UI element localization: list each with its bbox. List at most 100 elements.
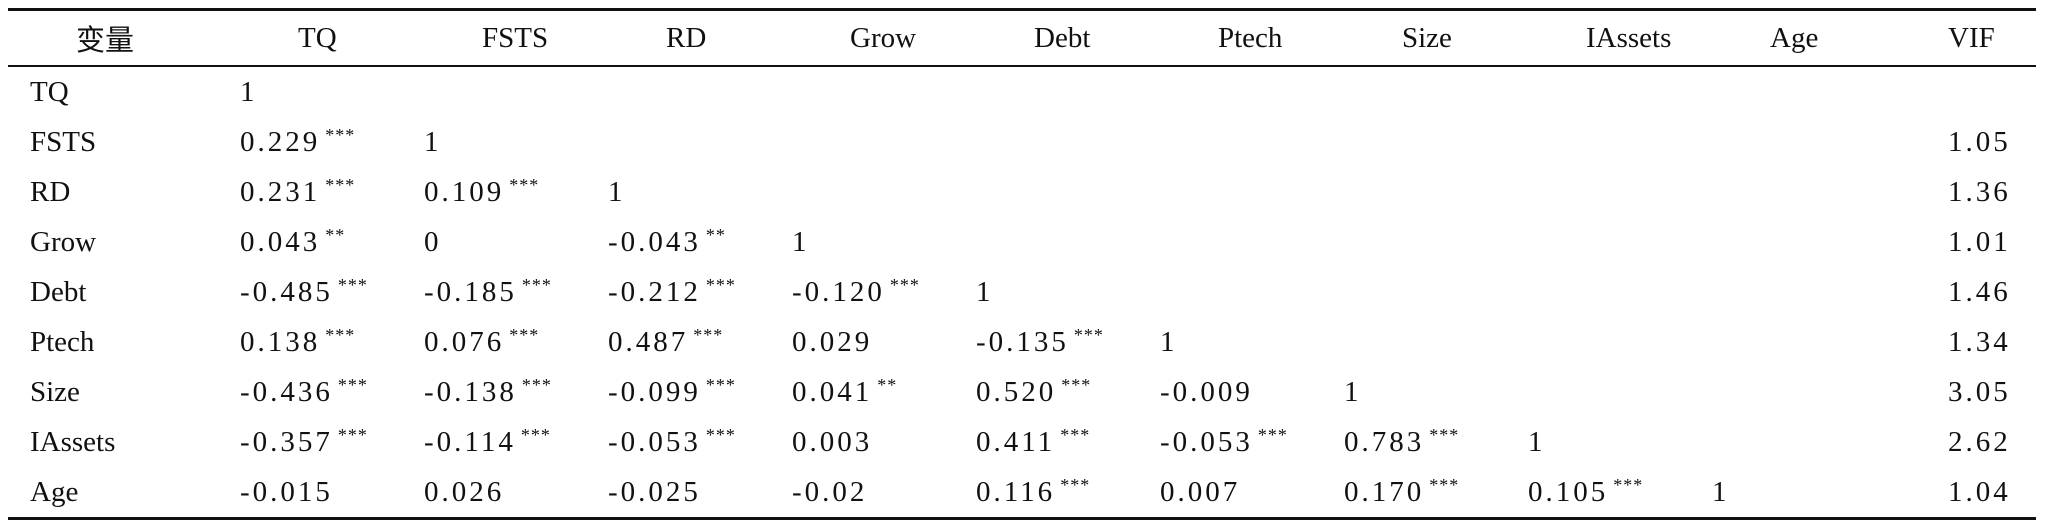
table-cell <box>1496 267 1680 317</box>
significance-marker: *** <box>325 125 356 145</box>
vif-cell: 1.05 <box>1948 125 2011 158</box>
correlation-table: 变量 TQ FSTS RD Grow Debt Ptech Size IAssets Age VI… <box>8 8 2036 520</box>
table-cell: 0.138 *** <box>208 317 392 367</box>
table-cell: 0.105 *** <box>1496 467 1680 519</box>
header-rd: RD <box>666 21 707 54</box>
table-cell <box>1312 66 1496 117</box>
cell-value: 0.138 <box>240 326 321 358</box>
table-cell <box>1128 217 1312 267</box>
vif-cell <box>1864 66 2036 117</box>
table-cell <box>1680 417 1864 467</box>
header-grow: Grow <box>850 21 917 54</box>
table-cell <box>1496 66 1680 117</box>
significance-marker: ** <box>705 225 726 245</box>
cell-value: 0 <box>424 226 442 258</box>
table-cell: 1 <box>392 117 576 167</box>
cell-value: -0.357 <box>240 426 333 458</box>
table-cell <box>1680 217 1864 267</box>
cell-value: 0.076 <box>424 326 505 358</box>
significance-marker: *** <box>889 275 920 295</box>
table-cell <box>1128 117 1312 167</box>
table-cell: -0.357 *** <box>208 417 392 467</box>
significance-marker: *** <box>1073 325 1104 345</box>
table-cell <box>1312 267 1496 317</box>
vif-cell: 2.62 <box>1948 425 2011 458</box>
cell-value: -0.138 <box>424 376 517 408</box>
table-cell <box>1128 267 1312 317</box>
cell-value: -0.120 <box>792 276 885 308</box>
cell-value: 0.229 <box>240 126 321 158</box>
cell-value: 0.029 <box>792 326 873 358</box>
table-cell <box>1680 367 1864 417</box>
table-cell <box>1680 267 1864 317</box>
cell-value: -0.053 <box>608 426 701 458</box>
table-cell: -0.138 *** <box>392 367 576 417</box>
table-cell <box>1496 117 1680 167</box>
header-age: Age <box>1770 21 1819 54</box>
cell-value: -0.053 <box>1160 426 1253 458</box>
significance-marker: *** <box>337 375 368 395</box>
cell-value: -0.185 <box>424 276 517 308</box>
table-cell <box>944 167 1128 217</box>
significance-marker: *** <box>1429 475 1460 495</box>
row-label: Debt <box>30 275 87 308</box>
cell-value: 1 <box>1344 376 1362 408</box>
significance-marker: ** <box>325 225 346 245</box>
cell-value: 1 <box>1712 476 1730 508</box>
table-cell <box>1128 66 1312 117</box>
row-label: IAssets <box>30 425 116 458</box>
table-cell: -0.053 *** <box>576 417 760 467</box>
table-header: 变量 TQ FSTS RD Grow Debt Ptech Size IAssets Age VI… <box>8 9 2036 66</box>
table-cell <box>944 66 1128 117</box>
cell-value: 0.105 <box>1528 476 1609 508</box>
vif-cell: 1.01 <box>1948 225 2011 258</box>
significance-marker: *** <box>521 375 552 395</box>
significance-marker: *** <box>325 175 356 195</box>
vif-cell: 1.04 <box>1948 475 2011 508</box>
table-cell <box>1496 217 1680 267</box>
cell-value: 1 <box>424 126 442 158</box>
cell-value: 0.043 <box>240 226 321 258</box>
table-cell: 0.026 <box>392 467 576 519</box>
cell-value: -0.114 <box>424 426 516 458</box>
vif-cell: 1.46 <box>1948 275 2011 308</box>
table-row: IAssets -0.357 *** -0.114 *** -0.053 *** 0.003 0… <box>8 417 2036 467</box>
table-cell: -0.025 <box>576 467 760 519</box>
cell-value: 0.487 <box>608 326 689 358</box>
header-debt: Debt <box>1034 21 1091 54</box>
significance-marker: *** <box>1429 425 1460 445</box>
table-cell: -0.099 *** <box>576 367 760 417</box>
table-row: TQ 1 <box>8 66 2036 117</box>
table-cell: 1 <box>1680 467 1864 519</box>
header-fsts: FSTS <box>482 21 549 54</box>
significance-marker: *** <box>521 275 552 295</box>
table-cell <box>944 217 1128 267</box>
vif-cell: 1.36 <box>1948 175 2011 208</box>
table-cell <box>1680 167 1864 217</box>
significance-marker: *** <box>1060 475 1091 495</box>
significance-marker: *** <box>1061 375 1092 395</box>
vif-cell: 1.34 <box>1948 325 2011 358</box>
table-cell <box>1496 317 1680 367</box>
significance-marker: *** <box>337 425 368 445</box>
table-row: FSTS 0.229 *** 1 1.05 <box>8 117 2036 167</box>
table-cell: 1 <box>208 66 392 117</box>
table-cell: 0.076 *** <box>392 317 576 367</box>
table-cell: 1 <box>1496 417 1680 467</box>
table-row: Age -0.015 0.026 -0.025 -0.02 0.116 *** 0.007 0.… <box>8 467 2036 519</box>
table-cell <box>1680 66 1864 117</box>
table-row: Grow 0.043 ** 0 -0.043 ** 1 1.01 <box>8 217 2036 267</box>
header-row: 变量 TQ FSTS RD Grow Debt Ptech Size IAssets Age VI… <box>8 9 2036 66</box>
table-cell <box>1312 167 1496 217</box>
row-label: TQ <box>30 75 69 108</box>
cell-value: 1 <box>792 226 810 258</box>
table-cell <box>1496 167 1680 217</box>
table-cell: 0.170 *** <box>1312 467 1496 519</box>
significance-marker: *** <box>337 275 368 295</box>
table-cell: 0.411 *** <box>944 417 1128 467</box>
cell-value: 1 <box>240 76 258 108</box>
row-label: Ptech <box>30 325 95 358</box>
significance-marker: *** <box>520 425 551 445</box>
table-cell: -0.114 *** <box>392 417 576 467</box>
cell-value: 1 <box>976 276 994 308</box>
